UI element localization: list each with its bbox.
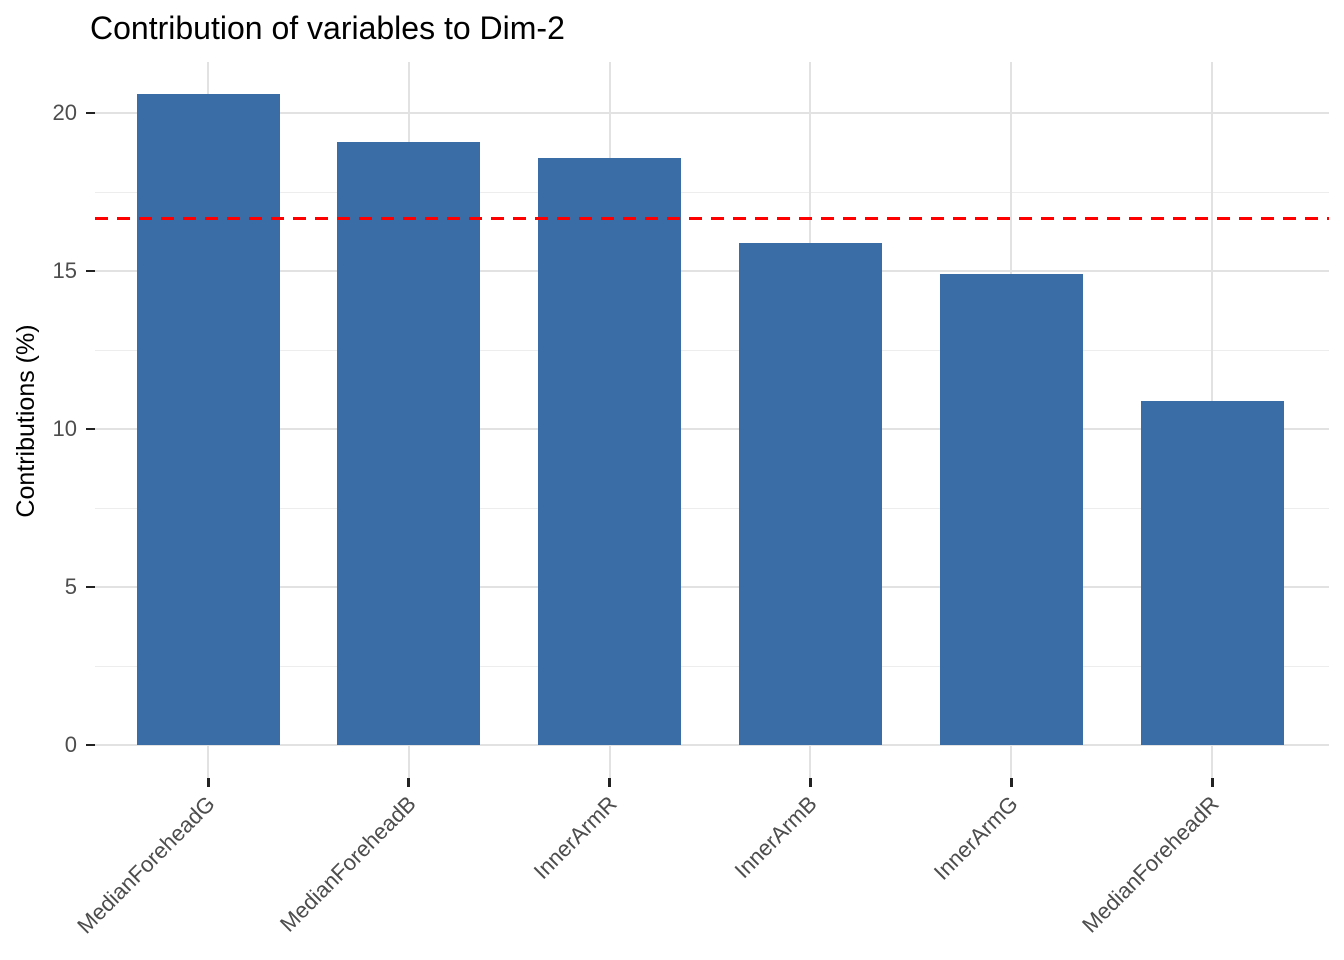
bar-MedianForeheadG <box>136 94 280 745</box>
gridline-minor-y <box>95 507 1329 509</box>
y-axis-tick-label: 15 <box>52 258 77 284</box>
bar-InnerArmB <box>738 242 882 745</box>
gridline-minor-y <box>95 665 1329 667</box>
gridline-minor-y <box>95 349 1329 351</box>
y-axis-tick-label: 0 <box>64 732 77 757</box>
x-axis-tick-label: InnerArmB <box>730 791 823 884</box>
y-axis-tick <box>86 112 95 115</box>
y-axis-tick-label: 10 <box>52 416 77 442</box>
reference-line <box>95 217 1329 221</box>
gridline-minor-y <box>95 191 1329 193</box>
gridline-major-y <box>95 744 1329 746</box>
bar-InnerArmR <box>538 157 682 745</box>
bar-MedianForeheadB <box>337 141 481 745</box>
bar-InnerArmG <box>939 274 1083 745</box>
bar-MedianForeheadR <box>1140 400 1284 745</box>
y-axis-tick <box>86 586 95 589</box>
y-axis-tick <box>86 744 95 746</box>
x-axis-tick-label: MedianForeheadB <box>274 791 421 937</box>
y-axis-tick-label: 20 <box>52 100 77 126</box>
gridline-major-y <box>95 428 1329 431</box>
gridline-major-y <box>95 586 1329 589</box>
y-axis-tick <box>86 270 95 273</box>
x-axis-tick <box>808 778 812 787</box>
x-axis-tick-label: InnerArmG <box>929 791 1023 885</box>
x-axis-tick <box>1009 778 1013 787</box>
chart-title: Contribution of variables to Dim-2 <box>90 10 565 46</box>
x-axis-tick <box>1210 778 1214 787</box>
x-axis-tick-label: MedianForeheadR <box>1077 791 1224 938</box>
y-axis-tick <box>86 428 95 431</box>
x-axis-tick-label: MedianForeheadG <box>72 791 220 939</box>
x-axis-tick <box>206 778 210 787</box>
x-axis-tick <box>608 778 612 787</box>
gridline-major-y <box>95 112 1329 115</box>
x-axis-tick <box>407 778 411 787</box>
gridline-major-y <box>95 270 1329 273</box>
plot-panel: 0 5 10 15 20 MedianForeheadG MedianForeheadB In… <box>53 62 1329 938</box>
x-axis-tick-label: InnerArmR <box>528 791 622 884</box>
y-axis-tick-label: 5 <box>64 574 77 600</box>
